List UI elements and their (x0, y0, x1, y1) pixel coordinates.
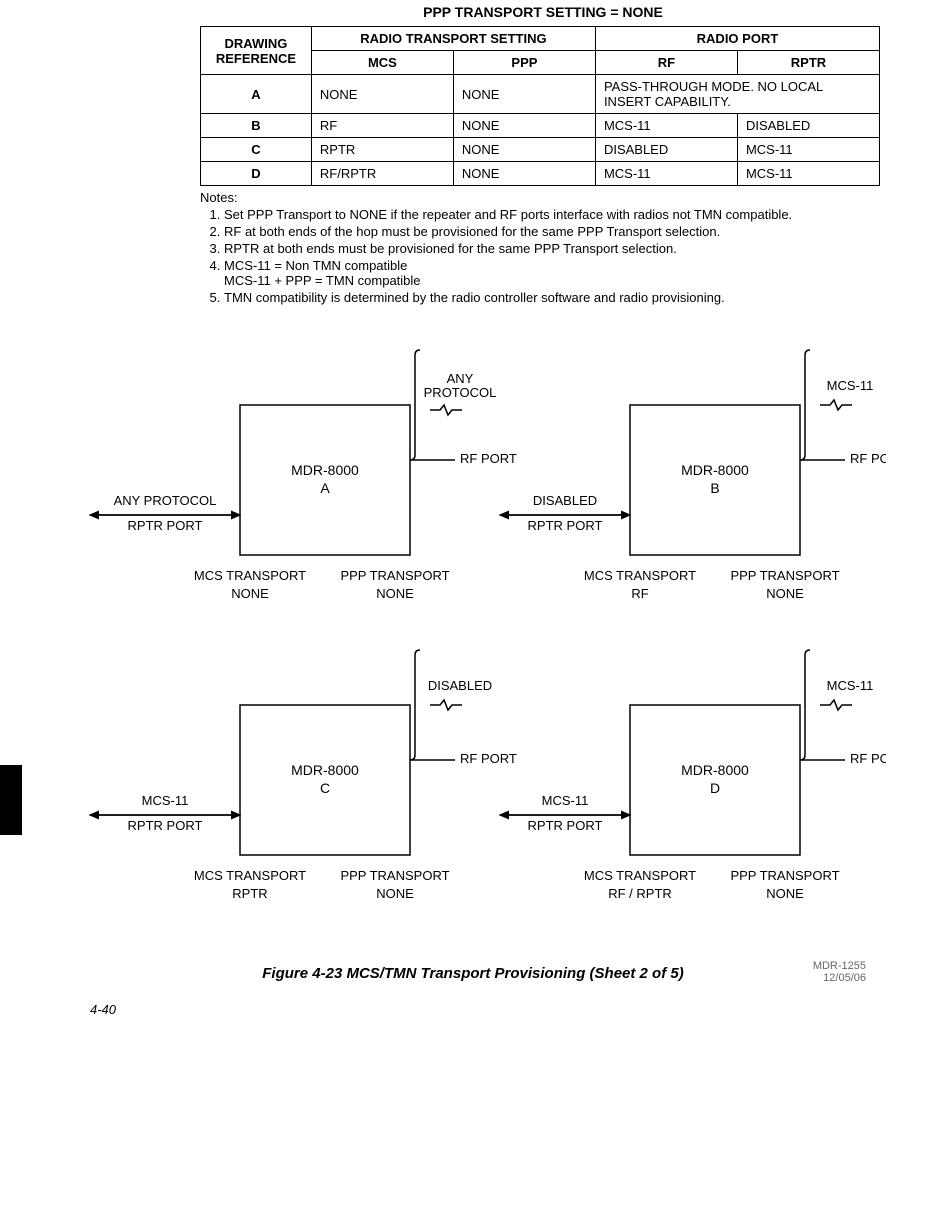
th-radio-port: RADIO PORT (595, 27, 879, 51)
table-row: C RPTR NONE DISABLED MCS-11 (201, 138, 880, 162)
page-title: PPP TRANSPORT SETTING = NONE (60, 4, 886, 20)
table-row: B RF NONE MCS-11 DISABLED (201, 114, 880, 138)
svg-text:RF PORT: RF PORT (460, 451, 517, 466)
svg-text:NONE: NONE (231, 586, 269, 601)
th-drawing-ref: DRAWING REFERENCE (201, 27, 312, 75)
svg-text:MDR-8000: MDR-8000 (291, 762, 359, 778)
svg-text:RF PORT: RF PORT (850, 451, 886, 466)
svg-text:MCS-11: MCS-11 (142, 793, 189, 808)
svg-text:A: A (320, 480, 330, 496)
th-rf: RF (595, 51, 737, 75)
svg-text:MDR-8000: MDR-8000 (681, 462, 749, 478)
block-b: MDR-8000 B DISABLED RPTR PORT MCS-11 RF … (500, 350, 886, 601)
svg-text:NONE: NONE (376, 586, 414, 601)
svg-text:RF PORT: RF PORT (850, 751, 886, 766)
note-item: MCS-11 = Non TMN compatible MCS-11 + PPP… (224, 258, 880, 288)
svg-text:MCS-11: MCS-11 (827, 378, 874, 393)
svg-text:MCS-11: MCS-11 (827, 678, 874, 693)
svg-text:MCS-11: MCS-11 (542, 793, 589, 808)
block-c: MDR-8000 C MCS-11 RPTR PORT DISABLED RF … (90, 650, 517, 901)
svg-text:MDR-8000: MDR-8000 (681, 762, 749, 778)
settings-table: DRAWING REFERENCE RADIO TRANSPORT SETTIN… (200, 26, 880, 186)
svg-text:RPTR PORT: RPTR PORT (128, 518, 203, 533)
note-item: TMN compatibility is determined by the r… (224, 290, 880, 305)
diagram: MDR-8000 A ANY PROTOCOL RPTR PORT ANY PR… (60, 335, 886, 955)
svg-text:MDR-8000: MDR-8000 (291, 462, 359, 478)
table-header-row-1: DRAWING REFERENCE RADIO TRANSPORT SETTIN… (201, 27, 880, 51)
table-row: A NONE NONE PASS-THROUGH MODE. NO LOCAL … (201, 75, 880, 114)
svg-text:PPP TRANSPORT: PPP TRANSPORT (340, 568, 449, 583)
svg-text:ANY: ANY (447, 371, 474, 386)
svg-text:MCS TRANSPORT: MCS TRANSPORT (584, 568, 696, 583)
note-item: RPTR at both ends must be provisioned fo… (224, 241, 880, 256)
svg-text:NONE: NONE (376, 886, 414, 901)
table-row: D RF/RPTR NONE MCS-11 MCS-11 (201, 162, 880, 186)
svg-text:NONE: NONE (766, 886, 804, 901)
th-ppp: PPP (453, 51, 595, 75)
svg-text:RF / RPTR: RF / RPTR (608, 886, 672, 901)
svg-text:PPP TRANSPORT: PPP TRANSPORT (730, 568, 839, 583)
svg-text:RPTR PORT: RPTR PORT (528, 518, 603, 533)
svg-text:RF PORT: RF PORT (460, 751, 517, 766)
svg-text:RPTR: RPTR (232, 886, 267, 901)
notes-block: Notes: Set PPP Transport to NONE if the … (200, 190, 880, 305)
svg-text:PROTOCOL: PROTOCOL (424, 385, 497, 400)
svg-text:DISABLED: DISABLED (533, 493, 597, 508)
svg-text:D: D (710, 780, 720, 796)
th-radio-transport: RADIO TRANSPORT SETTING (311, 27, 595, 51)
svg-text:C: C (320, 780, 330, 796)
section-tab (0, 765, 22, 835)
block-d: MDR-8000 D MCS-11 RPTR PORT MCS-11 RF PO… (500, 650, 886, 901)
diagram-svg: MDR-8000 A ANY PROTOCOL RPTR PORT ANY PR… (60, 335, 886, 955)
svg-text:B: B (710, 480, 719, 496)
block-a: MDR-8000 A ANY PROTOCOL RPTR PORT ANY PR… (90, 350, 517, 601)
page-number: 4-40 (90, 1002, 886, 1017)
th-mcs: MCS (311, 51, 453, 75)
doc-code: MDR-1255 12/05/06 (60, 960, 866, 984)
svg-text:ANY PROTOCOL: ANY PROTOCOL (114, 493, 217, 508)
svg-text:RF: RF (631, 586, 648, 601)
notes-title: Notes: (200, 190, 880, 205)
svg-text:MCS TRANSPORT: MCS TRANSPORT (584, 868, 696, 883)
svg-text:NONE: NONE (766, 586, 804, 601)
svg-text:MCS TRANSPORT: MCS TRANSPORT (194, 568, 306, 583)
note-item: Set PPP Transport to NONE if the repeate… (224, 207, 880, 222)
note-item: RF at both ends of the hop must be provi… (224, 224, 880, 239)
svg-text:MCS TRANSPORT: MCS TRANSPORT (194, 868, 306, 883)
svg-text:PPP TRANSPORT: PPP TRANSPORT (340, 868, 449, 883)
svg-text:RPTR PORT: RPTR PORT (128, 818, 203, 833)
svg-text:PPP TRANSPORT: PPP TRANSPORT (730, 868, 839, 883)
th-rptr: RPTR (737, 51, 879, 75)
svg-text:RPTR PORT: RPTR PORT (528, 818, 603, 833)
svg-text:DISABLED: DISABLED (428, 678, 492, 693)
